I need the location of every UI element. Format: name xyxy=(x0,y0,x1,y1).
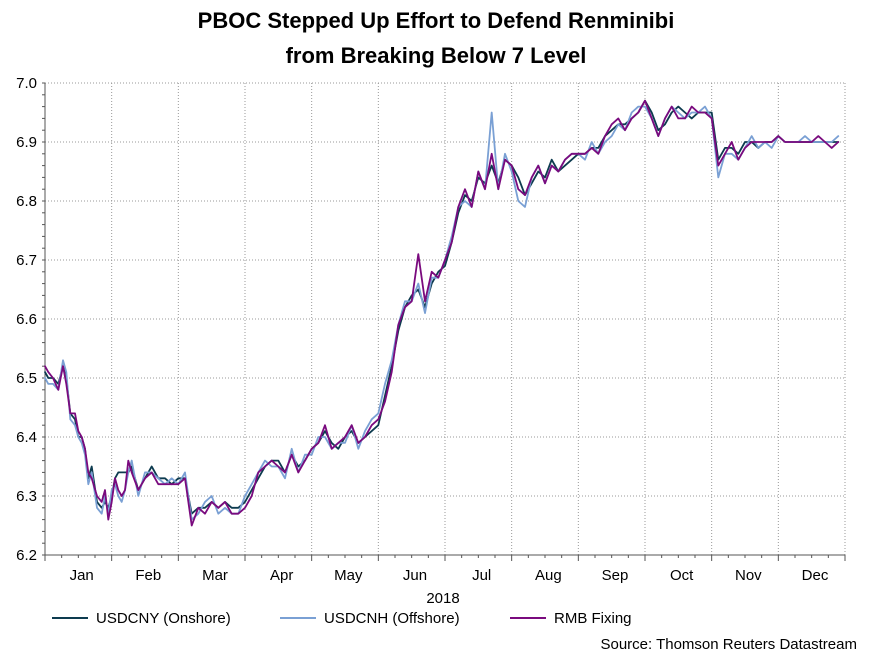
y-tick-label: 6.5 xyxy=(16,370,37,387)
x-month-label: Aug xyxy=(535,567,562,584)
chart-subtitle: from Breaking Below 7 Level xyxy=(286,43,587,68)
legend-label: RMB Fixing xyxy=(554,610,632,627)
series-lines xyxy=(44,99,840,527)
grid xyxy=(45,82,846,555)
x-month-label: Jan xyxy=(70,567,94,584)
y-tick-label: 6.7 xyxy=(16,252,37,269)
y-tick-label: 7.0 xyxy=(16,75,37,92)
x-month-label: Oct xyxy=(670,567,694,584)
x-month-label: Mar xyxy=(202,567,228,584)
series-line xyxy=(44,99,840,527)
y-tick-label: 6.8 xyxy=(16,193,37,210)
x-month-label: May xyxy=(334,567,363,584)
x-month-label: Dec xyxy=(802,567,829,584)
y-tick-label: 6.2 xyxy=(16,547,37,564)
series-line xyxy=(44,105,840,521)
x-month-label: Nov xyxy=(735,567,762,584)
legend-label: USDCNH (Offshore) xyxy=(324,610,460,627)
legend-label: USDCNY (Onshore) xyxy=(96,610,231,627)
source-note: Source: Thomson Reuters Datastream xyxy=(600,636,857,653)
x-month-label: Jun xyxy=(403,567,427,584)
axes: 6.2 6.3 6.4 6.5 6.6 6.7 6.8 6.9 7.0 Jan Feb Mar Apr M… xyxy=(16,75,846,584)
x-axis-year-label: 2018 xyxy=(426,590,459,607)
y-tick-label: 6.3 xyxy=(16,488,37,505)
x-month-label: Feb xyxy=(135,567,161,584)
y-tick-label: 6.9 xyxy=(16,134,37,151)
legend: USDCNY (Onshore) USDCNH (Offshore) RMB Fix… xyxy=(52,610,632,627)
x-month-label: Apr xyxy=(270,567,293,584)
x-month-label: Jul xyxy=(472,567,491,584)
y-tick-label: 6.4 xyxy=(16,429,37,446)
chart-title: PBOC Stepped Up Effort to Defend Renmini… xyxy=(198,8,675,33)
x-month-label: Sep xyxy=(602,567,629,584)
y-tick-label: 6.6 xyxy=(16,311,37,328)
